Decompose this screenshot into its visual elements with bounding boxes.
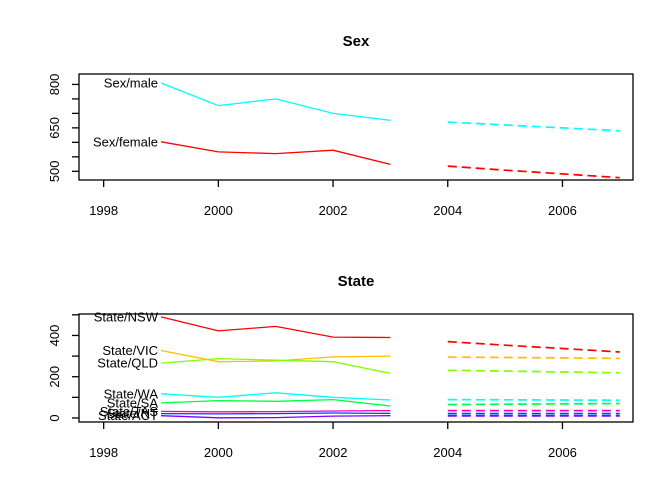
series-history-line-sex-female: [160, 141, 391, 166]
series-history-line-state-sa: [160, 398, 391, 407]
series-label-state-act: State/ACT: [98, 408, 158, 423]
series-history-line-state-tas: [160, 409, 391, 413]
series-forecast-line-sex-male: [447, 121, 620, 132]
y-tick-label-state: 400: [47, 325, 62, 347]
x-tick-label-sex: 2004: [433, 203, 462, 218]
series-history-line-state-act: [160, 415, 391, 419]
y-tick-label-sex: 800: [47, 74, 62, 96]
x-tick-label-state: 2004: [433, 445, 462, 460]
plot-box-sex: [78, 73, 634, 181]
series-history-line-state-nsw: [160, 316, 391, 339]
panel-title-sex: Sex: [343, 33, 370, 50]
series-forecast-line-state-vic: [447, 356, 620, 360]
series-label-sex-female: Sex/female: [93, 134, 158, 149]
series-label-state-tas: State/TAS: [100, 404, 159, 419]
series-history-line-state-qld: [160, 357, 391, 375]
series-label-sex-male: Sex/male: [104, 75, 158, 90]
y-tick-label-state: 200: [47, 366, 62, 388]
series-label-state-nsw: State/NSW: [94, 309, 159, 324]
plot-box-state: [78, 313, 634, 423]
x-tick-label-state: 1998: [89, 445, 118, 460]
series-label-state-wa: State/WA: [104, 386, 159, 401]
series-label-state-qld: State/QLD: [97, 356, 158, 371]
x-tick-label-sex: 2006: [548, 203, 577, 218]
series-history-line-state-vic: [160, 349, 391, 363]
series-forecast-line-state-wa: [447, 398, 620, 402]
x-tick-label-sex: 2000: [204, 203, 233, 218]
series-history-line-state-wa: [160, 392, 391, 401]
panel-title-state: State: [338, 273, 375, 290]
series-label-state-vic: State/VIC: [102, 343, 158, 358]
y-tick-label-state: 0: [47, 414, 62, 421]
series-forecast-line-state-sa: [447, 402, 620, 406]
x-tick-label-state: 2006: [548, 445, 577, 460]
y-tick-label-sex: 500: [47, 160, 62, 182]
series-label-state-sa: State/SA: [107, 395, 159, 410]
series-label-state-nt: State/NT: [107, 406, 158, 421]
x-tick-label-sex: 2002: [319, 203, 348, 218]
series-forecast-line-sex-female: [447, 165, 620, 179]
x-tick-label-state: 2000: [204, 445, 233, 460]
series-history-line-sex-male: [160, 82, 391, 121]
x-tick-label-state: 2002: [319, 445, 348, 460]
series-forecast-line-state-qld: [447, 369, 620, 374]
x-tick-label-sex: 1998: [89, 203, 118, 218]
series-history-line-state-nt: [160, 412, 391, 415]
y-tick-label-sex: 650: [47, 117, 62, 139]
series-forecast-line-state-nsw: [447, 340, 620, 353]
